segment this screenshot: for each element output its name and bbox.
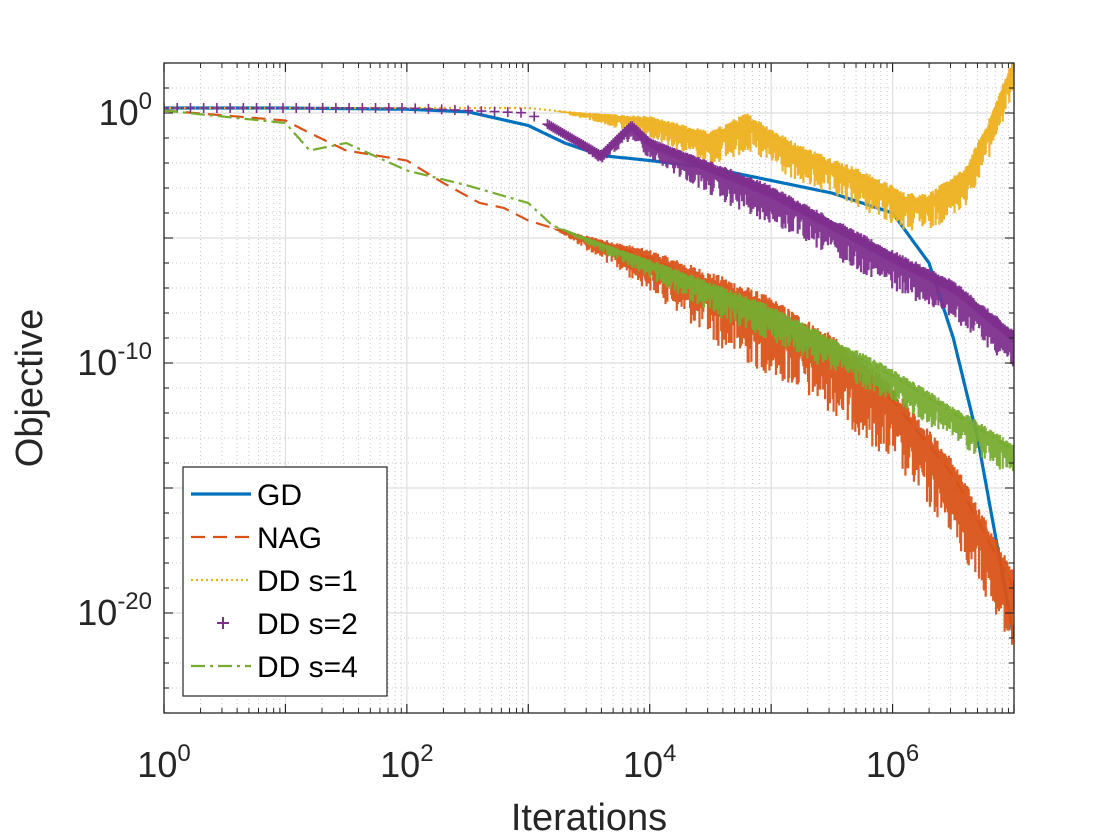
series-markers [164,103,1014,343]
tick-marks [163,62,1015,714]
legend-swatch [217,617,229,629]
y-tick-label: 100 [99,88,152,133]
y-tick-labels: 100 10-10 10-20 [77,88,152,633]
x-tick-labels: 100 102 104 106 [137,740,919,785]
legend-label: DD s=1 [257,565,358,598]
x-tick-label: 102 [380,740,433,785]
series-dd-s-2 [164,103,1014,367]
legend-label: NAG [257,522,322,555]
x-tick-label: 104 [623,740,676,785]
x-tick-label: 106 [866,740,919,785]
y-tick-label: 10-10 [77,338,152,383]
x-tick-label: 100 [137,740,190,785]
series-noise-band [552,225,1014,472]
legend: GD NAG DD s=1 DD s=2 DD s=4 [182,466,388,697]
legend-label: DD s=4 [257,651,358,684]
series-line [164,109,1014,452]
x-axis-title: Iterations [511,797,667,839]
series-layer [164,63,1014,645]
legend-item: NAG [191,522,322,555]
legend-item: GD [191,479,302,512]
series-noise-band [552,63,1014,231]
y-tick-label: 10-20 [77,588,152,633]
legend-label: GD [257,479,302,512]
legend-item: DD s=2 [217,608,358,641]
legend-item: DD s=4 [191,651,358,684]
legend-box [182,466,388,697]
legend-item: DD s=1 [191,565,358,598]
series-dd-s-4 [164,109,1014,472]
legend-label: DD s=2 [257,608,358,641]
y-axis-title: Objective [9,309,51,467]
